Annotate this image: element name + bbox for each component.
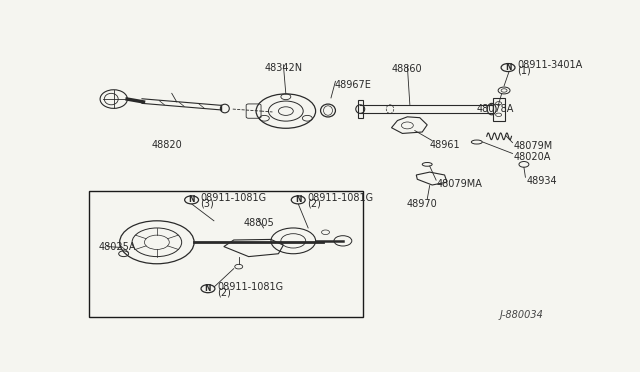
- Circle shape: [498, 87, 510, 94]
- Ellipse shape: [356, 105, 365, 113]
- Text: (2): (2): [307, 199, 321, 209]
- Text: 48025A: 48025A: [99, 241, 136, 251]
- Text: J-880034: J-880034: [500, 310, 544, 320]
- Text: N: N: [505, 63, 511, 72]
- Text: N: N: [295, 195, 301, 204]
- Text: 48079MA: 48079MA: [436, 179, 482, 189]
- Text: 48079M: 48079M: [514, 141, 553, 151]
- Text: (2): (2): [217, 288, 231, 297]
- Text: 08911-1081G: 08911-1081G: [217, 282, 283, 292]
- Text: 48820: 48820: [152, 140, 182, 150]
- Bar: [89, 191, 363, 317]
- Text: 48934: 48934: [527, 176, 557, 186]
- Text: 48805: 48805: [243, 218, 274, 228]
- Text: N: N: [205, 284, 211, 293]
- Text: 48961: 48961: [429, 140, 460, 150]
- Text: 48078A: 48078A: [477, 104, 515, 114]
- Ellipse shape: [487, 103, 496, 115]
- Text: 48860: 48860: [392, 64, 422, 74]
- Text: 08911-1081G: 08911-1081G: [307, 193, 373, 203]
- Bar: [358, 100, 363, 118]
- Circle shape: [501, 64, 515, 71]
- Circle shape: [185, 196, 198, 204]
- Bar: [493, 97, 505, 121]
- Text: 48342N: 48342N: [264, 63, 303, 73]
- Text: 48970: 48970: [407, 199, 438, 209]
- Circle shape: [291, 196, 305, 204]
- Text: 08911-1081G: 08911-1081G: [200, 193, 267, 203]
- Text: 08911-3401A: 08911-3401A: [518, 60, 583, 70]
- Circle shape: [201, 285, 215, 293]
- Text: N: N: [188, 195, 195, 204]
- Text: 48020A: 48020A: [514, 153, 552, 162]
- Text: (3): (3): [200, 199, 214, 209]
- Text: 48967E: 48967E: [335, 80, 371, 90]
- Text: (1): (1): [518, 66, 531, 76]
